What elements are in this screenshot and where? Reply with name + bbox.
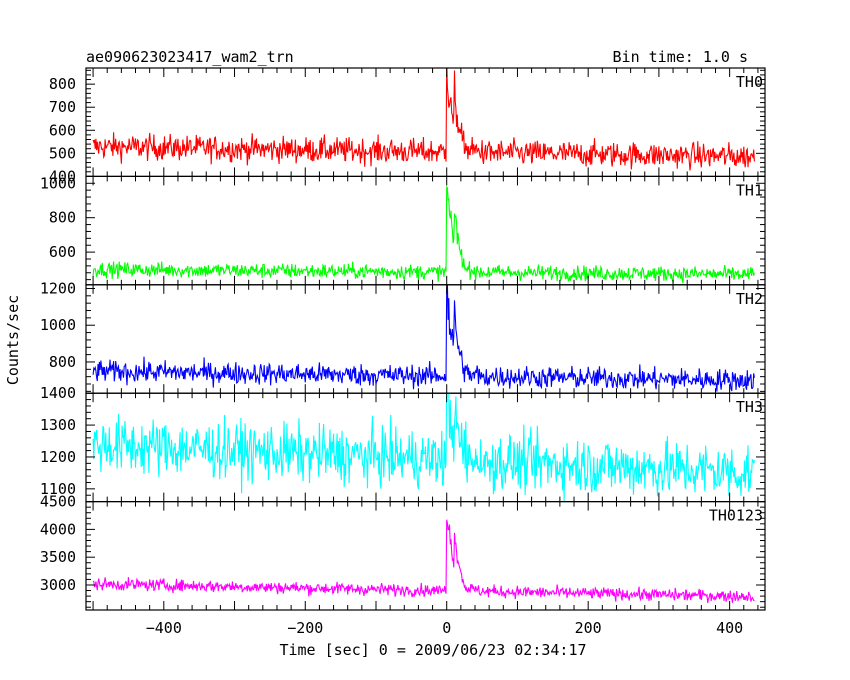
y-tick-label: 1200 (40, 448, 76, 466)
y-tick-label: 700 (49, 98, 76, 116)
y-tick-label: 1000 (40, 316, 76, 334)
y-tick-label: 800 (49, 353, 76, 371)
y-tick-label: 3000 (40, 576, 76, 594)
series-line-th0123 (92, 519, 755, 604)
y-tick-label: 800 (49, 75, 76, 93)
y-tick-label: 3500 (40, 548, 76, 566)
series-line-th1 (92, 185, 755, 284)
y-tick-label: 800 (49, 209, 76, 227)
y-tick-label: 4000 (40, 520, 76, 538)
x-axis: −400 −200 0 200 400 (146, 619, 743, 637)
panel-label-th0: TH0 (736, 73, 763, 91)
series-line-th3 (92, 393, 755, 502)
y-tick-label: 1100 (40, 480, 76, 498)
panel-label-th2: TH2 (736, 290, 763, 308)
chart-title-right: Bin time: 1.0 s (613, 48, 748, 66)
chart-title-left: ae090623023417_wam2_trn (86, 48, 294, 66)
y-tick-label: 1300 (40, 416, 76, 434)
series-line-th0 (92, 68, 755, 171)
x-tick-label: −400 (146, 619, 182, 637)
y-tick-label: 600 (49, 121, 76, 139)
y-tick-label: 4500 (40, 493, 76, 511)
y-tick-label: 500 (49, 144, 76, 162)
panel-label-th1: TH1 (736, 181, 763, 199)
panels-group: 400 500 600 700 800 TH0 600 800 1000 TH1 800 1000 12… (40, 67, 766, 611)
panel-th2: 800 1000 1200 TH2 (40, 279, 766, 394)
panel-th0: 400 500 600 700 800 TH0 (49, 67, 766, 185)
panel-label-th0123: TH0123 (709, 507, 763, 525)
x-tick-label: 200 (575, 619, 602, 637)
y-tick-label: 1200 (40, 279, 76, 297)
x-tick-label: 400 (716, 619, 743, 637)
series-line-th2 (92, 284, 755, 392)
y-tick-label: 400 (49, 167, 76, 185)
y-tick-label: 1400 (40, 384, 76, 402)
x-axis-label: Time [sec] 0 = 2009/06/23 02:34:17 (279, 641, 586, 659)
x-tick-label: −200 (287, 619, 323, 637)
y-tick-label: 600 (49, 243, 76, 261)
panel-frame (85, 501, 766, 611)
panel-th3: 1100 1200 1300 1400 TH3 (40, 384, 766, 503)
y-tick-label: 1000 (40, 174, 76, 192)
y-axis-label: Counts/sec (4, 295, 22, 385)
panel-th1: 600 800 1000 TH1 (40, 174, 766, 286)
panel-label-th3: TH3 (736, 398, 763, 416)
x-tick-label: 0 (442, 619, 451, 637)
panel-th0123: 3000 3500 4000 4500 TH0123 (40, 493, 766, 611)
